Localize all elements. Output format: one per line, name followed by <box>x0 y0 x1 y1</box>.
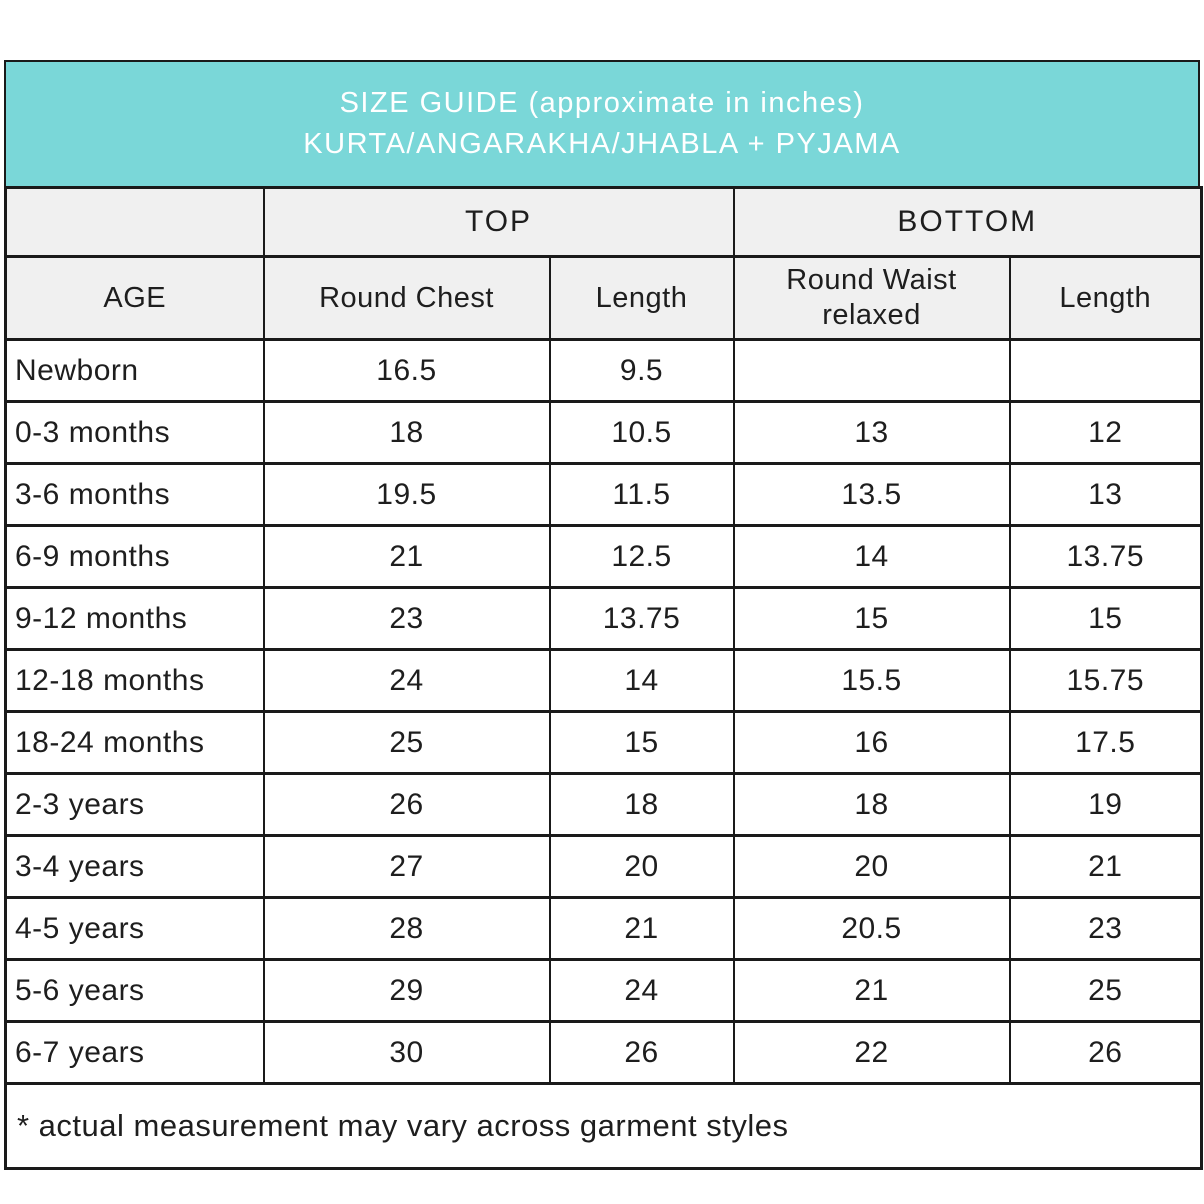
bottom-length-cell: 15 <box>1008 586 1203 651</box>
banner-title-line2: KURTA/ANGARAKHA/JHABLA + PYJAMA <box>303 128 901 160</box>
size-guide: SIZE GUIDE (approximate in inches) KURTA… <box>4 60 1204 1170</box>
table-row: 18-24 months 25 15 16 17.5 <box>4 710 1203 775</box>
round-chest-cell: 24 <box>262 648 551 713</box>
table-row: 12-18 months 24 14 15.5 15.75 <box>4 648 1203 713</box>
round-chest-cell: 27 <box>262 834 551 899</box>
table-row: Newborn 16.5 9.5 <box>4 338 1203 403</box>
age-cell: 0-3 months <box>4 400 265 465</box>
age-cell: 3-4 years <box>4 834 265 899</box>
round-waist-cell: 21 <box>732 958 1011 1023</box>
bottom-length-cell: 21 <box>1008 834 1203 899</box>
round-waist-cell: 13 <box>732 400 1011 465</box>
age-cell: Newborn <box>4 338 265 403</box>
size-guide-table: TOP BOTTOM AGE Round Chest Length Round … <box>4 186 1204 1170</box>
round-waist-cell: 15.5 <box>732 648 1011 713</box>
table-row: 0-3 months 18 10.5 13 12 <box>4 400 1203 465</box>
top-length-cell: 18 <box>548 772 735 837</box>
group-header-spacer <box>4 186 265 258</box>
round-waist-cell: 16 <box>732 710 1011 775</box>
top-length-cell: 26 <box>548 1020 735 1085</box>
col-header-top-length: Length <box>548 255 735 341</box>
age-cell: 9-12 months <box>4 586 265 651</box>
top-length-cell: 10.5 <box>548 400 735 465</box>
top-length-cell: 15 <box>548 710 735 775</box>
group-header-bottom: BOTTOM <box>732 186 1203 258</box>
round-chest-cell: 19.5 <box>262 462 551 527</box>
table-row: 5-6 years 29 24 21 25 <box>4 958 1203 1023</box>
col-header-round-waist: Round Waist relaxed <box>732 255 1011 341</box>
round-chest-cell: 30 <box>262 1020 551 1085</box>
round-chest-cell: 28 <box>262 896 551 961</box>
top-length-cell: 12.5 <box>548 524 735 589</box>
bottom-length-cell: 17.5 <box>1008 710 1203 775</box>
top-length-cell: 21 <box>548 896 735 961</box>
table-row: 6-9 months 21 12.5 14 13.75 <box>4 524 1203 589</box>
round-chest-cell: 29 <box>262 958 551 1023</box>
table-row: 9-12 months 23 13.75 15 15 <box>4 586 1203 651</box>
banner-title-line1: SIZE GUIDE (approximate in inches) <box>339 86 865 119</box>
age-cell: 2-3 years <box>4 772 265 837</box>
round-chest-cell: 18 <box>262 400 551 465</box>
round-chest-cell: 21 <box>262 524 551 589</box>
top-length-cell: 13.75 <box>548 586 735 651</box>
round-waist-cell: 15 <box>732 586 1011 651</box>
age-cell: 6-9 months <box>4 524 265 589</box>
col-header-round-chest: Round Chest <box>262 255 551 341</box>
age-cell: 18-24 months <box>4 710 265 775</box>
age-cell: 5-6 years <box>4 958 265 1023</box>
bottom-length-cell: 19 <box>1008 772 1203 837</box>
table-row: 2-3 years 26 18 18 19 <box>4 772 1203 837</box>
group-header-top: TOP <box>262 186 735 258</box>
top-length-cell: 20 <box>548 834 735 899</box>
top-length-cell: 11.5 <box>548 462 735 527</box>
round-chest-cell: 23 <box>262 586 551 651</box>
round-waist-cell: 18 <box>732 772 1011 837</box>
top-length-cell: 14 <box>548 648 735 713</box>
round-chest-cell: 26 <box>262 772 551 837</box>
round-chest-cell: 16.5 <box>262 338 551 403</box>
round-waist-cell: 13.5 <box>732 462 1011 527</box>
column-header-row: AGE Round Chest Length Round Waist relax… <box>4 255 1203 341</box>
bottom-length-cell <box>1008 338 1203 403</box>
round-chest-cell: 25 <box>262 710 551 775</box>
table-row: 3-6 months 19.5 11.5 13.5 13 <box>4 462 1203 527</box>
col-header-age: AGE <box>4 255 265 341</box>
round-waist-cell: 14 <box>732 524 1011 589</box>
bottom-length-cell: 12 <box>1008 400 1203 465</box>
age-cell: 6-7 years <box>4 1020 265 1085</box>
bottom-length-cell: 13.75 <box>1008 524 1203 589</box>
group-header-row: TOP BOTTOM <box>4 186 1203 258</box>
round-waist-cell: 22 <box>732 1020 1011 1085</box>
age-cell: 12-18 months <box>4 648 265 713</box>
round-waist-cell <box>732 338 1011 403</box>
bottom-length-cell: 26 <box>1008 1020 1203 1085</box>
bottom-length-cell: 25 <box>1008 958 1203 1023</box>
age-cell: 3-6 months <box>4 462 265 527</box>
table-row: 3-4 years 27 20 20 21 <box>4 834 1203 899</box>
size-guide-banner: SIZE GUIDE (approximate in inches) KURTA… <box>4 60 1200 186</box>
bottom-length-cell: 13 <box>1008 462 1203 527</box>
bottom-length-cell: 15.75 <box>1008 648 1203 713</box>
top-length-cell: 24 <box>548 958 735 1023</box>
table-row: 6-7 years 30 26 22 26 <box>4 1020 1203 1085</box>
col-header-bottom-length: Length <box>1008 255 1203 341</box>
top-length-cell: 9.5 <box>548 338 735 403</box>
footnote-text: * actual measurement may vary across gar… <box>4 1082 1203 1170</box>
age-cell: 4-5 years <box>4 896 265 961</box>
table-row: 4-5 years 28 21 20.5 23 <box>4 896 1203 961</box>
round-waist-cell: 20 <box>732 834 1011 899</box>
footnote-row: * actual measurement may vary across gar… <box>4 1082 1203 1170</box>
round-waist-cell: 20.5 <box>732 896 1011 961</box>
bottom-length-cell: 23 <box>1008 896 1203 961</box>
